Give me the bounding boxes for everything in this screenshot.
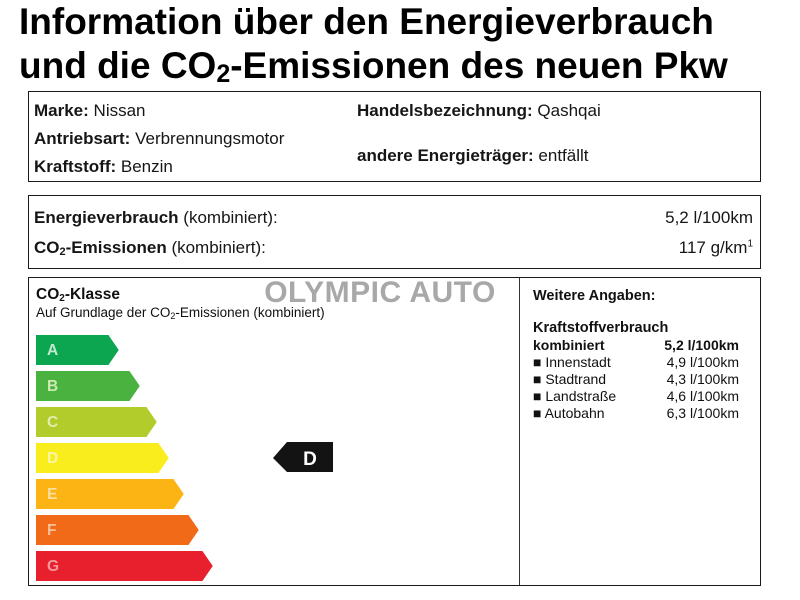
svg-text:A: A [47, 342, 58, 359]
svg-text:C: C [47, 414, 58, 431]
svg-text:D: D [47, 450, 58, 467]
svg-text:F: F [47, 522, 56, 539]
svg-text:E: E [47, 486, 57, 503]
svg-text:D: D [303, 449, 317, 470]
svg-text:G: G [47, 558, 59, 575]
svg-text:B: B [47, 378, 58, 395]
